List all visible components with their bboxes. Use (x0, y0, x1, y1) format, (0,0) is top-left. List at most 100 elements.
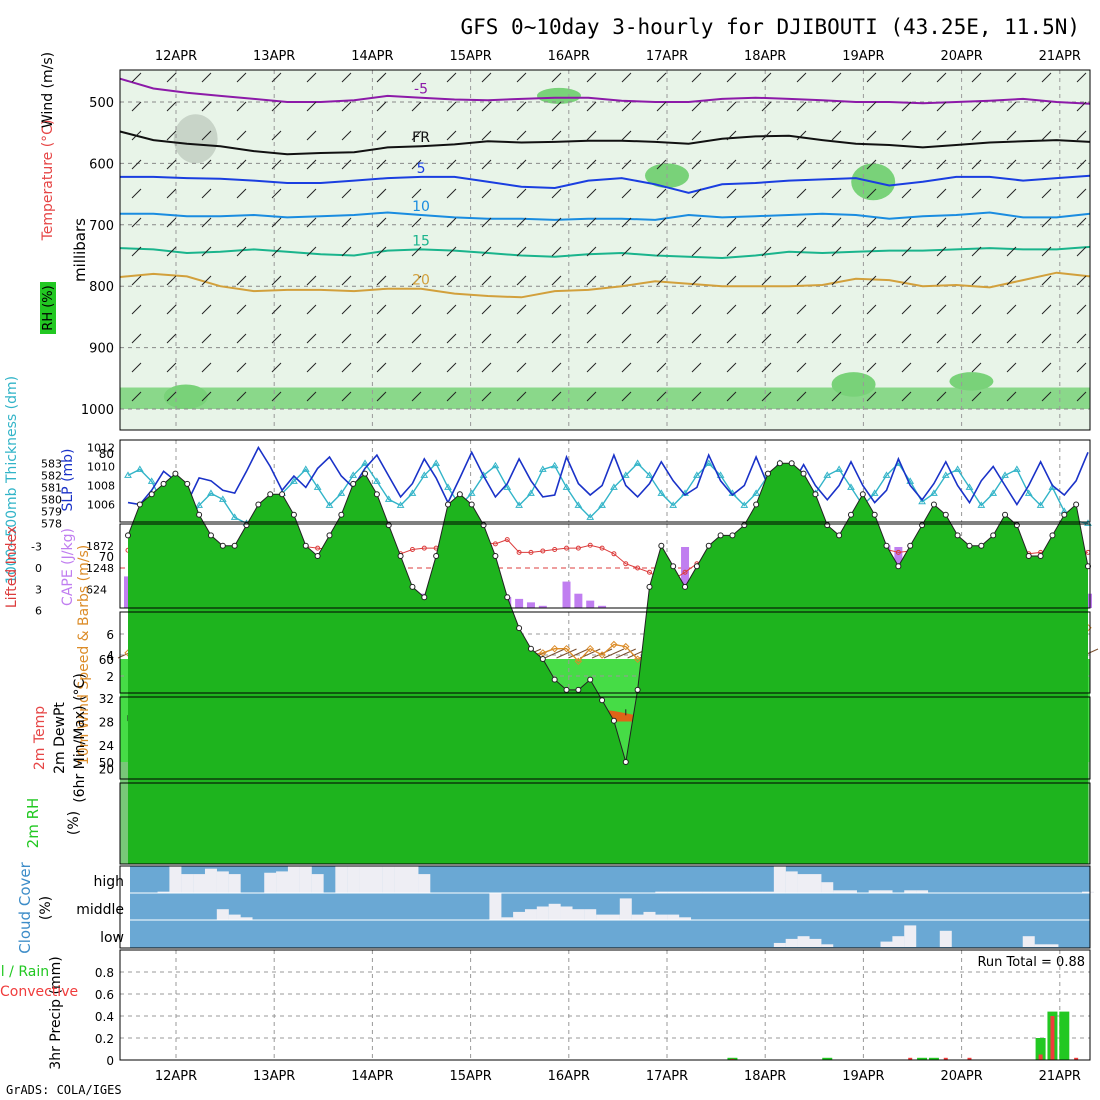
upper-wind-barb (1041, 333, 1052, 344)
precip-convective-bar (1074, 1057, 1079, 1060)
upper-wind-barb (131, 101, 142, 112)
precip-total-bar (1035, 1038, 1046, 1060)
cloud-bar-high (797, 874, 810, 893)
upper-wind-barb (866, 246, 877, 257)
upper-wind-barb (1006, 72, 1017, 83)
cloud-bar-low (821, 944, 834, 947)
rh-marker (539, 656, 546, 662)
upper-wind-barb (901, 362, 912, 373)
upper-wind-barb (1041, 275, 1052, 286)
upper-wind-barb (656, 391, 667, 402)
cloud-bar-low (809, 938, 822, 947)
cloud-bar-low (1022, 936, 1035, 947)
cloud-bar-high (785, 871, 798, 893)
upper-air-ylabel: millibars (71, 218, 89, 282)
upper-wind-barb (796, 130, 807, 141)
upper-wind-barb (586, 304, 597, 315)
upper-wind-barb (131, 246, 142, 257)
thickness-marker (349, 471, 358, 478)
upper-wind-barb (971, 362, 982, 373)
thickness-tick-581: 581 (41, 481, 62, 494)
upper-wind-barb (516, 72, 527, 83)
upper-wind-barb (131, 159, 142, 170)
upper-wind-barb (831, 130, 842, 141)
upper-wind-barb (516, 304, 527, 315)
upper-wind-barb (866, 130, 877, 141)
tick-label-1000hpa: 1000 (81, 403, 114, 418)
day-label-top-15APR: 15APR (449, 49, 491, 64)
rh-ylabel: 2m RH (24, 798, 42, 849)
upper-wind-barb (866, 333, 877, 344)
thickness-marker (301, 465, 310, 472)
cloud-bar-high (868, 890, 881, 893)
upper-wind-barb (201, 159, 212, 170)
slp-tick-1012: 1012 (87, 442, 115, 455)
thickness-marker (977, 501, 986, 508)
upper-wind-barb (516, 130, 527, 141)
lifted-index-marker (504, 537, 510, 543)
upper-wind-barb (271, 362, 282, 373)
rh-marker (1013, 522, 1020, 529)
upper-wind-barb (411, 130, 422, 141)
upper-wind-barb (551, 275, 562, 286)
cape-tick-1872: 1872 (86, 540, 114, 553)
thickness-marker (657, 489, 666, 496)
upper-wind-barb (131, 217, 142, 228)
upper-wind-barb (866, 217, 877, 228)
lifted-index-marker (516, 549, 522, 555)
upper-wind-barb (481, 72, 492, 83)
rh-marker (1061, 511, 1068, 518)
rh-marker (954, 532, 961, 539)
upper-wind-barb (1076, 188, 1087, 199)
upper-wind-barb (411, 362, 422, 373)
upper-wind-barb (831, 101, 842, 112)
rh-marker (136, 501, 143, 508)
upper-wind-barb (376, 159, 387, 170)
rh-marker (812, 491, 819, 498)
upper-wind-barb (201, 217, 212, 228)
cloud-bar-middle (596, 914, 609, 920)
thickness-marker (965, 483, 974, 490)
upper-wind-barb (166, 275, 177, 286)
upper-wind-barb (1076, 275, 1087, 286)
rh-marker (1073, 501, 1080, 508)
thickness-marker (527, 489, 535, 496)
slp-line (127, 445, 1089, 507)
grads-credit: GrADS: COLA/IGES (6, 1083, 122, 1097)
precip-convective-bar (908, 1057, 913, 1060)
upper-wind-barb (971, 159, 982, 170)
upper-wind-barb (796, 304, 807, 315)
upper-wind-barb (236, 333, 247, 344)
upper-wind-barb (656, 188, 667, 199)
precip-tick-0.2: 0.2 (95, 1032, 114, 1046)
upper-wind-barb (1076, 391, 1087, 402)
upper-wind-barb (411, 188, 422, 199)
isotherm-20 (119, 271, 1091, 299)
tick-label-800hpa: 800 (89, 280, 114, 295)
cloud-bar-high (204, 868, 217, 893)
upper-wind-barb (971, 333, 982, 344)
cloud-bar-high (726, 891, 739, 893)
upper-wind-barb (1006, 217, 1017, 228)
upper-wind-barb (726, 304, 737, 315)
thickness-marker (941, 471, 950, 478)
upper-wind-barb (516, 217, 527, 228)
upper-wind-barb (551, 130, 562, 141)
upper-wind-barb (376, 333, 387, 344)
cape-bar (526, 602, 535, 608)
thickness-marker (290, 477, 298, 484)
upper-wind-barb (831, 304, 842, 315)
wind-tick-4: 4 (106, 649, 114, 663)
temp-ylabel-1: 2m Temp (32, 706, 48, 770)
upper-wind-barb (201, 391, 212, 402)
upper-wind-barb (901, 333, 912, 344)
precip-ylabel: 3hr Precip (mm) (48, 956, 64, 1069)
upper-wind-barb (691, 188, 702, 199)
upper-wind-barb (271, 333, 282, 344)
upper-wind-barb (201, 304, 212, 315)
thickness-marker (918, 497, 926, 505)
upper-wind-barb (1006, 130, 1017, 141)
upper-wind-barb (306, 246, 317, 257)
upper-wind-barb (166, 217, 177, 228)
cape-bar (598, 605, 607, 608)
